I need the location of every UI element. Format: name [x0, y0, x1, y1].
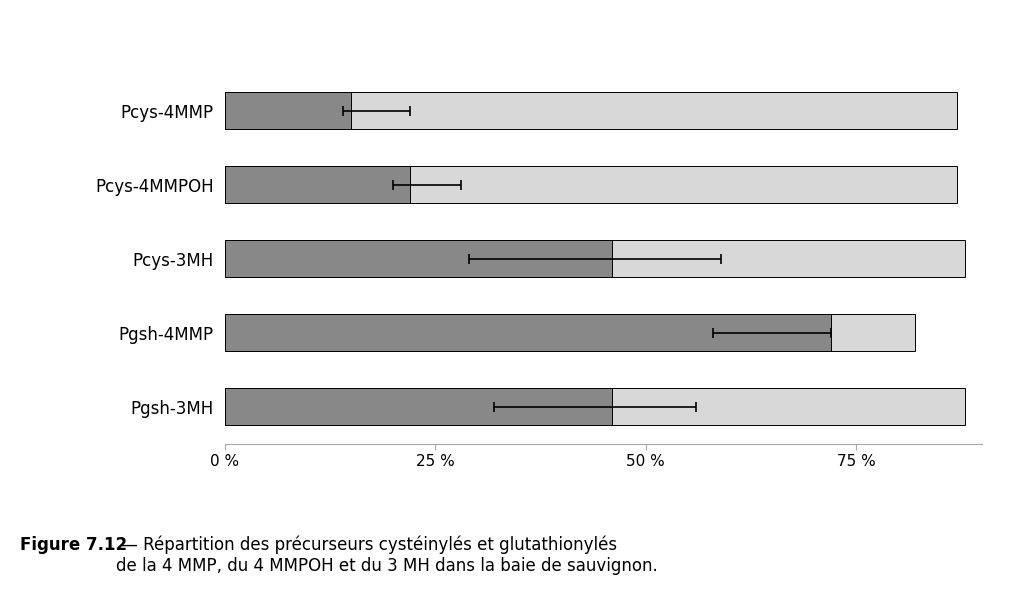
Bar [225, 314, 831, 351]
Bar [225, 92, 957, 129]
Bar [225, 388, 966, 425]
Bar [225, 92, 351, 129]
Bar [225, 166, 957, 203]
Text: — Répartition des précurseurs cystéinylés et glutathionylés
de la 4 MMP, du 4 MM: — Répartition des précurseurs cystéinylé… [116, 536, 658, 575]
Bar [225, 166, 410, 203]
Text: Figure 7.12: Figure 7.12 [20, 536, 128, 554]
Bar [225, 240, 966, 277]
Bar [225, 314, 915, 351]
Bar [225, 240, 612, 277]
Bar [225, 388, 612, 425]
